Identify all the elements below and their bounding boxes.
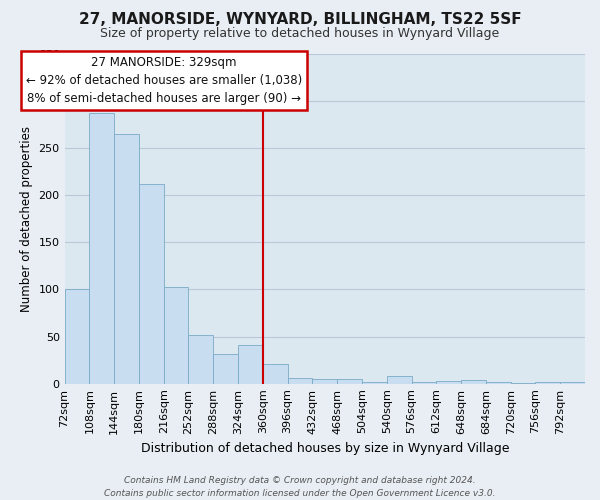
Text: Size of property relative to detached houses in Wynyard Village: Size of property relative to detached ho…: [100, 28, 500, 40]
Bar: [535, 382, 560, 384]
Bar: [412, 382, 436, 384]
Bar: [139, 184, 164, 384]
Bar: [114, 134, 139, 384]
X-axis label: Distribution of detached houses by size in Wynyard Village: Distribution of detached houses by size …: [140, 442, 509, 455]
Bar: [511, 382, 535, 384]
Text: Contains HM Land Registry data © Crown copyright and database right 2024.
Contai: Contains HM Land Registry data © Crown c…: [104, 476, 496, 498]
Bar: [287, 378, 313, 384]
Text: 27, MANORSIDE, WYNYARD, BILLINGHAM, TS22 5SF: 27, MANORSIDE, WYNYARD, BILLINGHAM, TS22…: [79, 12, 521, 28]
Bar: [188, 334, 213, 384]
Bar: [486, 382, 511, 384]
Bar: [387, 376, 412, 384]
Bar: [263, 364, 287, 384]
Bar: [65, 290, 89, 384]
Bar: [337, 379, 362, 384]
Bar: [164, 286, 188, 384]
Bar: [213, 354, 238, 384]
Bar: [362, 382, 387, 384]
Bar: [461, 380, 486, 384]
Bar: [313, 379, 337, 384]
Bar: [436, 381, 461, 384]
Bar: [89, 114, 114, 384]
Bar: [560, 382, 585, 384]
Bar: [238, 345, 263, 384]
Text: 27 MANORSIDE: 329sqm
← 92% of detached houses are smaller (1,038)
8% of semi-det: 27 MANORSIDE: 329sqm ← 92% of detached h…: [26, 56, 302, 105]
Y-axis label: Number of detached properties: Number of detached properties: [20, 126, 33, 312]
